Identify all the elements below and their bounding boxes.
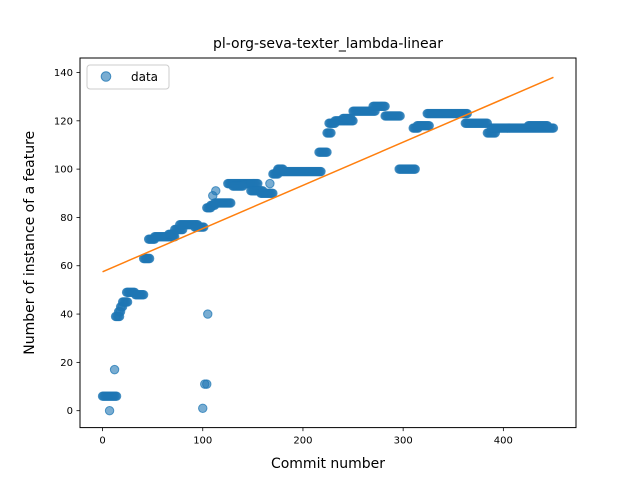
- data-points: [97, 101, 559, 416]
- data-point: [198, 403, 208, 413]
- x-tick-label: 300: [394, 436, 413, 447]
- y-tick-label: 0: [67, 406, 73, 417]
- data-point: [410, 164, 420, 174]
- legend-marker: [100, 71, 112, 82]
- fit-line-group: [102, 76, 554, 273]
- plot-area: [79, 57, 577, 429]
- data-point: [203, 309, 213, 319]
- data-point: [122, 297, 133, 307]
- data-point: [265, 178, 275, 189]
- y-tick-label: 140: [54, 68, 73, 79]
- data-point: [424, 120, 434, 131]
- data-point: [202, 379, 212, 389]
- y-tick-label: 80: [60, 213, 73, 224]
- legend-box: [86, 64, 170, 90]
- data-point: [226, 198, 236, 208]
- data-point: [278, 164, 288, 174]
- data-point: [268, 188, 278, 198]
- x-axis-label: Commit number: [271, 456, 385, 472]
- legend-label: data: [131, 70, 158, 84]
- data-point: [542, 120, 553, 131]
- x-tick-label: 0: [99, 436, 105, 447]
- y-axis-label: Number of instance of a feature: [22, 131, 38, 355]
- data-point: [322, 147, 332, 157]
- y-tick-label: 120: [54, 116, 73, 127]
- x-tick-label: 100: [193, 436, 212, 447]
- chart-title: pl-org-seva-texter_lambda-linear: [213, 36, 443, 52]
- data-point: [326, 128, 336, 138]
- data-point: [211, 186, 221, 196]
- x-tick-label: 400: [494, 436, 513, 447]
- data-point: [104, 405, 115, 416]
- legend: data: [86, 64, 170, 90]
- data-point: [380, 101, 390, 112]
- data-point: [395, 111, 405, 121]
- fit-line: [102, 76, 554, 273]
- y-tick-label: 40: [60, 310, 73, 321]
- y-axis: 0 20 40 60 80 100 120 140: [54, 68, 80, 417]
- plot-frame: [79, 57, 577, 429]
- x-axis: 0 100 200 300 400: [99, 427, 513, 447]
- data-point: [238, 181, 248, 191]
- y-tick-label: 60: [60, 261, 73, 272]
- data-point: [138, 290, 149, 300]
- data-point: [316, 166, 326, 177]
- y-tick-label: 20: [60, 358, 73, 369]
- y-tick-label: 100: [54, 165, 73, 176]
- data-point: [109, 364, 120, 375]
- data-point: [111, 391, 122, 401]
- x-tick-label: 200: [293, 436, 312, 447]
- data-point: [144, 253, 155, 264]
